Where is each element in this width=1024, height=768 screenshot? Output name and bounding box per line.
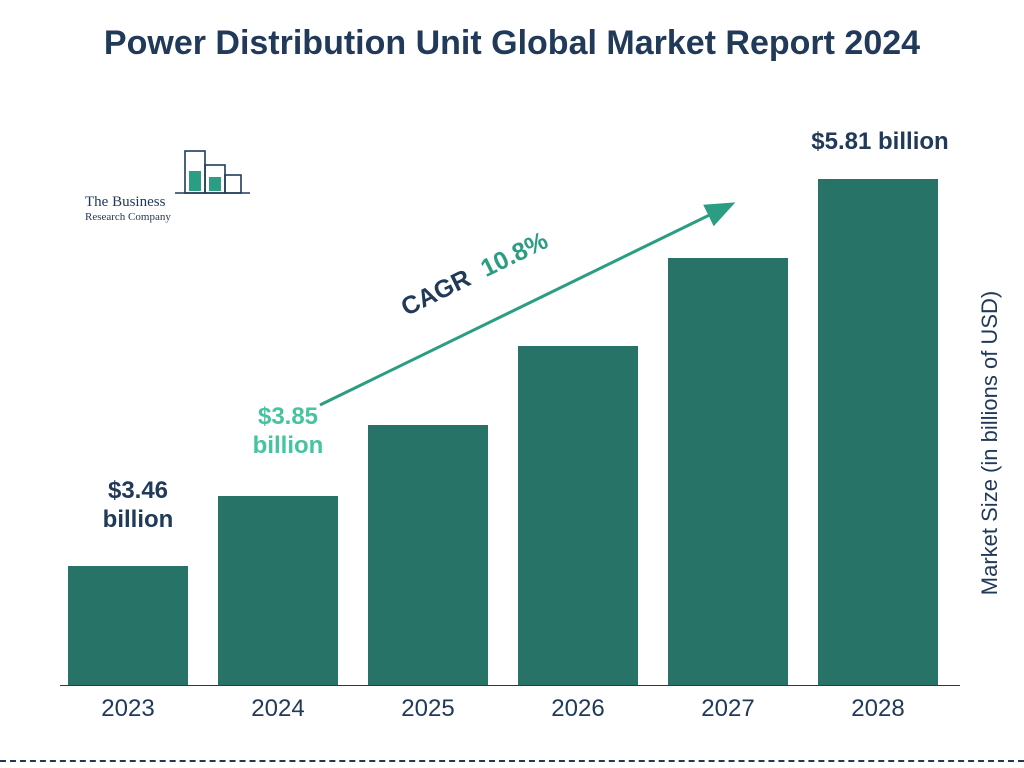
bar-2028 [818,179,938,685]
bar-2026 [518,346,638,685]
chart-title: Power Distribution Unit Global Market Re… [0,22,1024,65]
bar-2024 [218,496,338,685]
chart-container: Power Distribution Unit Global Market Re… [0,0,1024,768]
x-label-2026: 2026 [503,695,653,723]
bar-2023 [68,566,188,685]
x-axis-line [60,685,960,686]
bar-2027 [668,258,788,685]
y-axis-label: Market Size (in billions of USD) [977,283,1003,603]
value-callout-1: $3.85billion [218,403,358,461]
bottom-dashed-line [0,760,1024,762]
x-label-2024: 2024 [203,695,353,723]
bar-2025 [368,425,488,685]
callout-line1: $3.85 [218,403,358,432]
x-label-2023: 2023 [53,695,203,723]
value-callout-2: $5.81 billion [780,128,980,157]
callout-line2: billion [68,506,208,535]
callout-line1: $3.46 [68,477,208,506]
callout-line2: billion [218,432,358,461]
x-label-2027: 2027 [653,695,803,723]
callout-line1: $5.81 billion [780,128,980,157]
x-label-2025: 2025 [353,695,503,723]
value-callout-0: $3.46billion [68,477,208,535]
x-label-2028: 2028 [803,695,953,723]
